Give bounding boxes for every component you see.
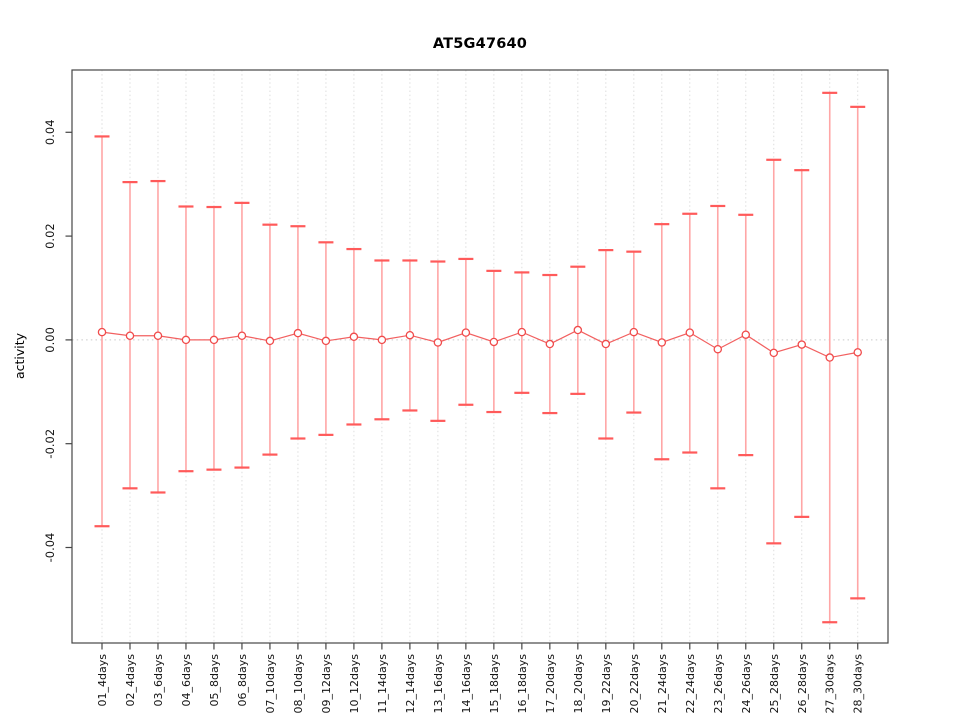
chart-title: AT5G47640 [432,36,528,52]
x-tick-label: 13_16days [432,654,445,714]
x-tick-label: 04_6days [180,654,193,707]
data-point [265,336,275,346]
data-point [489,337,499,347]
x-tick-label: 20_22days [628,654,641,714]
gridlines [101,70,859,643]
x-tick-label: 05_8days [208,654,221,707]
x-tick-label: 22_24days [684,654,697,714]
x-tick-label: 15_18days [488,654,501,714]
x-tick-label: 21_24days [656,654,669,714]
y-tick-label: 0.02 [43,223,57,249]
x-tick-label: 16_18days [516,654,529,714]
data-point [713,344,723,354]
x-tick-label: 28_30days [852,654,865,714]
data-point [797,340,807,349]
plot-box [71,69,889,644]
error-bars [94,91,866,624]
data-points [97,325,862,362]
x-tick-label: 14_16days [460,654,473,714]
data-point [741,330,751,339]
x-tick-label: 09_12days [320,654,333,714]
x-tick-label: 24_26days [740,654,753,714]
data-point [545,339,555,349]
y-axis-label: activity [12,332,27,380]
data-point [461,328,471,337]
x-tick-label: 08_10days [292,654,305,714]
y-tick-label: -0.04 [43,533,57,563]
data-point [377,335,387,345]
y-tick-label: -0.02 [43,429,57,459]
data-point [517,327,527,337]
data-point [209,335,219,345]
data-point [349,332,359,342]
data-point [433,338,443,347]
x-axis: 01_4days 02_4days 03_6days 04_6days 05_8days… [96,643,865,713]
data-point [573,325,583,335]
series-line-group [101,329,858,359]
x-tick-label: 27_30days [824,654,837,714]
data-point [853,348,862,357]
x-tick-label: 26_28days [796,654,809,714]
data-point [657,338,667,347]
y-tick-label: 0.00 [43,327,57,353]
x-tick-label: 02_4days [124,654,137,707]
data-point [97,327,107,337]
x-tick-label: 06_8days [236,654,249,707]
x-tick-label: 12_14days [404,654,417,714]
data-point [125,331,135,340]
data-point [181,335,191,345]
data-point [293,328,303,338]
x-tick-label: 01_4days [96,654,109,707]
data-point [629,327,639,337]
data-point [321,336,331,346]
x-tick-label: 23_26days [712,654,725,714]
data-point [405,330,415,340]
x-tick-label: 03_6days [152,654,165,707]
data-point [685,328,695,337]
x-tick-label: 17_20days [544,654,557,714]
x-tick-label: 19_22days [600,654,613,714]
plot-border [71,69,889,644]
data-point [601,339,611,349]
x-tick-label: 18_20days [572,654,585,714]
data-point [237,331,247,340]
y-tick-label: 0.04 [43,119,57,145]
x-tick-label: 10_12days [348,654,361,714]
x-tick-label: 11_14days [376,654,389,714]
x-tick-label: 25_28days [768,654,781,714]
y-axis: -0.04 -0.02 0.00 0.02 0.04 [43,119,72,562]
data-point [153,331,163,340]
data-point [825,353,834,362]
data-point [769,348,779,358]
x-tick-label: 07_10days [264,654,277,714]
series-line [101,329,858,359]
